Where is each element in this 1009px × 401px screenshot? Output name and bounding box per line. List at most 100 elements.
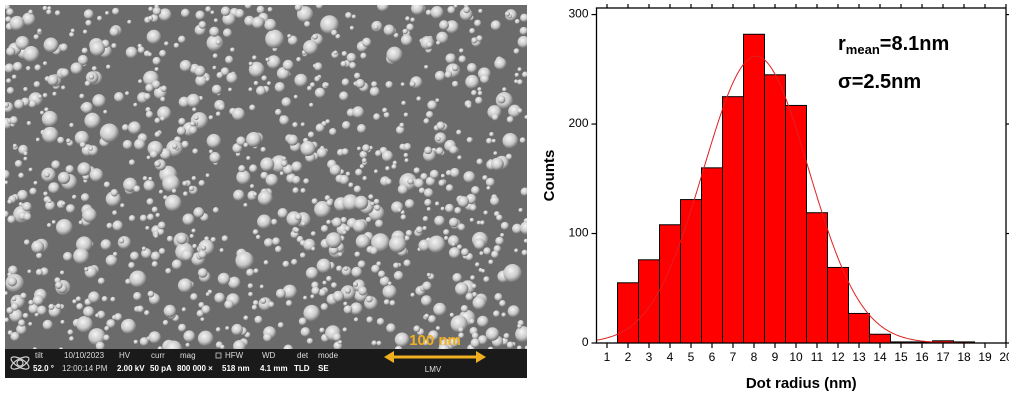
particle (103, 110, 107, 114)
x-tick-label: 16 (915, 350, 929, 364)
particle (178, 278, 192, 292)
particle (200, 317, 204, 321)
particle (13, 144, 17, 148)
particle (249, 62, 253, 66)
particle (165, 268, 171, 274)
particle (449, 247, 460, 258)
particle (507, 341, 514, 348)
particle (483, 247, 491, 255)
particle (100, 124, 119, 143)
particle (424, 188, 433, 197)
particle (330, 164, 341, 175)
particle (317, 259, 331, 273)
particle (155, 213, 160, 218)
particle (20, 293, 27, 300)
particle (188, 126, 197, 135)
particle (411, 2, 424, 15)
particle (106, 255, 118, 267)
particle (385, 178, 392, 185)
particle (310, 295, 314, 299)
particle (515, 326, 531, 342)
particle (185, 343, 189, 347)
particle (230, 47, 235, 52)
x-tick-label: 15 (894, 350, 908, 364)
particle (521, 187, 530, 196)
particle (358, 286, 367, 295)
particle (121, 319, 136, 334)
particle (494, 58, 506, 70)
particle (37, 29, 42, 34)
particle (387, 47, 403, 63)
particle (311, 247, 315, 251)
particle (220, 248, 224, 252)
particle (55, 10, 61, 16)
particle (34, 81, 41, 88)
scale-bar-label: 100 nm (409, 332, 461, 349)
particle (450, 313, 455, 318)
particle (394, 271, 404, 281)
particle (505, 11, 510, 16)
particle (362, 158, 367, 163)
particle (199, 21, 207, 29)
particle (147, 156, 151, 160)
particle (404, 143, 412, 151)
particle (287, 34, 291, 38)
particle (163, 320, 169, 326)
particle (446, 184, 454, 192)
particle (344, 266, 348, 270)
particle (524, 239, 528, 243)
particle (44, 172, 50, 178)
particle (38, 95, 42, 99)
particle (148, 52, 152, 56)
particle (385, 81, 392, 88)
particle (256, 235, 261, 240)
particle (382, 108, 387, 113)
particle (461, 248, 469, 256)
particle (355, 169, 362, 176)
particle (206, 77, 210, 81)
particle (354, 317, 359, 322)
particle (501, 313, 506, 318)
particle (181, 249, 193, 261)
particle (112, 8, 119, 15)
particle (416, 96, 421, 101)
particle (494, 293, 502, 301)
particle (423, 118, 429, 124)
particle (286, 300, 292, 306)
particle (42, 111, 58, 127)
particle (60, 68, 69, 77)
particle (356, 234, 370, 248)
particle (90, 168, 104, 182)
particle (312, 198, 318, 204)
particle (13, 62, 23, 72)
particle (209, 27, 219, 37)
particle (144, 310, 149, 315)
particle (4, 63, 14, 73)
particle (458, 224, 465, 231)
particle (221, 6, 231, 16)
particle (452, 273, 462, 283)
particle (114, 313, 122, 321)
particle (404, 112, 409, 117)
particle (518, 208, 522, 212)
particle (133, 292, 142, 301)
particle (140, 215, 147, 222)
particle (218, 103, 225, 110)
x-axis-title: Dot radius (nm) (746, 375, 857, 392)
particle (201, 245, 206, 250)
particle (467, 63, 477, 73)
particle (322, 281, 326, 285)
particle (514, 248, 518, 252)
particle (214, 293, 225, 304)
particle (31, 240, 44, 253)
particle (374, 199, 380, 205)
particle (223, 28, 232, 37)
annotation: σ=2.5nm (838, 71, 921, 93)
particle (26, 66, 31, 71)
info-label: HV (119, 351, 131, 360)
particle (357, 124, 366, 133)
particle (174, 43, 180, 49)
particle (424, 65, 428, 69)
particle (88, 291, 100, 303)
particle (314, 62, 322, 70)
